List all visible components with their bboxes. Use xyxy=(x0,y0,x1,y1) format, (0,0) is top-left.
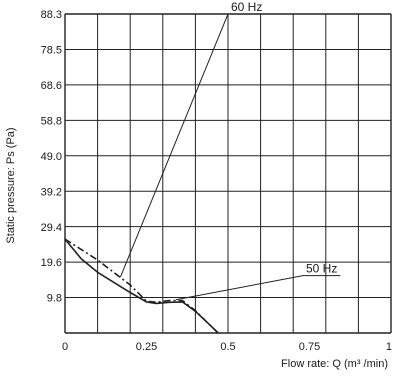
grid xyxy=(64,13,392,334)
x-tick-label: 0 xyxy=(62,341,68,353)
x-tick-label: 0.25 xyxy=(136,341,157,353)
x-tick-label: 0.5 xyxy=(220,341,235,353)
x-tick-label: 1 xyxy=(386,341,392,353)
x-axis-title: Flow rate: Q (m³ /min) xyxy=(281,358,388,370)
annotation-leader-50-hz xyxy=(175,275,341,301)
annotation-leader-60-hz xyxy=(119,13,266,278)
y-tick-label: 78.5 xyxy=(41,44,62,56)
annotation-label-60-hz: 60 Hz xyxy=(231,0,262,14)
y-tick-label: 58.8 xyxy=(41,116,62,128)
y-tick-label: 19.6 xyxy=(41,257,62,269)
tick-labels: 9.8 19.6 29.4 39.2 49.0 58.8 68.6 78.5 88.3 0 0.25… xyxy=(41,9,392,353)
annotations: 60 Hz 50 Hz xyxy=(119,0,341,301)
y-tick-label: 49.0 xyxy=(41,151,62,163)
y-tick-label: 68.6 xyxy=(41,80,62,92)
y-tick-label: 29.4 xyxy=(41,222,62,234)
annotation-label-50-hz: 50 Hz xyxy=(306,262,337,276)
y-axis-title: Static pressure: Ps (Pa) xyxy=(5,127,17,243)
y-tick-label: 88.3 xyxy=(41,9,62,21)
x-tick-label: 0.75 xyxy=(299,341,320,353)
y-tick-label: 9.8 xyxy=(47,293,62,305)
series-lines xyxy=(64,238,219,334)
y-tick-label: 39.2 xyxy=(41,186,62,198)
series-line-50-hz xyxy=(64,238,219,334)
